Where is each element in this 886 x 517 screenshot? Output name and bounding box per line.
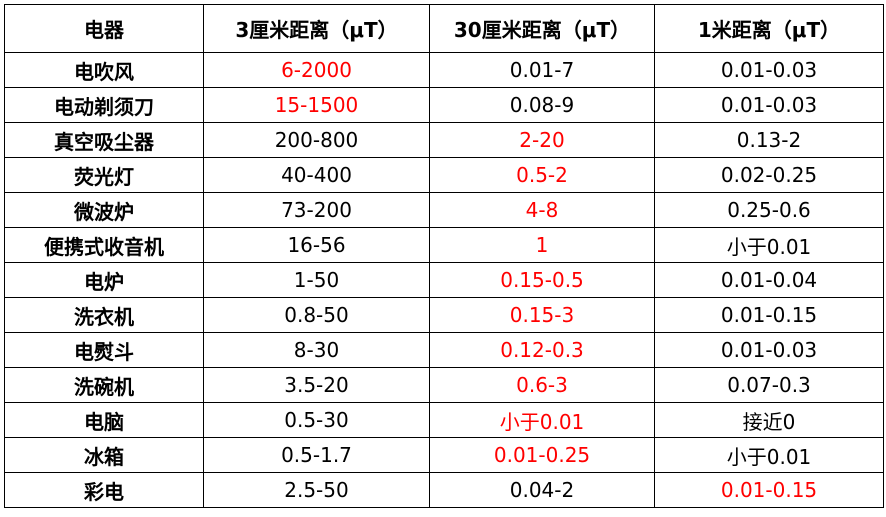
value-30cm-cell: 0.01-7 — [429, 52, 655, 88]
value-3cm-cell: 0.5-1.7 — [203, 437, 430, 473]
value-30cm-cell: 0.12-0.3 — [429, 332, 655, 368]
value-3cm-cell: 6-2000 — [203, 52, 430, 88]
value-1m-cell: 0.01-0.15 — [654, 297, 884, 333]
value-1m-cell: 接近0 — [654, 402, 884, 438]
appliance-name-cell: 电脑 — [4, 402, 204, 438]
table-row: 电吹风 6-2000 0.01-7 0.01-0.03 — [4, 52, 884, 88]
value-30cm-cell: 0.01-0.25 — [429, 437, 655, 473]
appliance-name-cell: 电熨斗 — [4, 332, 204, 368]
value-30cm-cell: 0.08-9 — [429, 87, 655, 123]
table-row: 洗衣机 0.8-50 0.15-3 0.01-0.15 — [4, 297, 884, 333]
appliance-name-cell: 电动剃须刀 — [4, 87, 204, 123]
value-30cm-cell: 0.6-3 — [429, 367, 655, 403]
value-1m-cell: 0.01-0.03 — [654, 87, 884, 123]
appliance-name-cell: 洗衣机 — [4, 297, 204, 333]
value-3cm-cell: 16-56 — [203, 227, 430, 263]
value-30cm-cell: 1 — [429, 227, 655, 263]
header-appliance: 电器 — [4, 4, 204, 53]
value-3cm-cell: 0.8-50 — [203, 297, 430, 333]
value-3cm-cell: 40-400 — [203, 157, 430, 193]
value-30cm-cell: 0.04-2 — [429, 472, 655, 508]
table-header-row: 电器 3厘米距离（μT） 30厘米距离（μT） 1米距离（μT） — [4, 4, 884, 53]
value-30cm-cell: 0.15-3 — [429, 297, 655, 333]
appliance-name-cell: 荧光灯 — [4, 157, 204, 193]
value-30cm-cell: 2-20 — [429, 122, 655, 158]
value-30cm-cell: 小于0.01 — [429, 402, 655, 438]
value-3cm-cell: 8-30 — [203, 332, 430, 368]
table-row: 冰箱 0.5-1.7 0.01-0.25 小于0.01 — [4, 437, 884, 473]
table-row: 电炉 1-50 0.15-0.5 0.01-0.04 — [4, 262, 884, 298]
table-row: 真空吸尘器 200-800 2-20 0.13-2 — [4, 122, 884, 158]
table-row: 彩电 2.5-50 0.04-2 0.01-0.15 — [4, 472, 884, 508]
appliance-name-cell: 电炉 — [4, 262, 204, 298]
header-30cm: 30厘米距离（μT） — [429, 4, 655, 53]
value-3cm-cell: 3.5-20 — [203, 367, 430, 403]
table-row: 微波炉 73-200 4-8 0.25-0.6 — [4, 192, 884, 228]
value-1m-cell: 0.01-0.03 — [654, 332, 884, 368]
emf-data-table: 电器 3厘米距离（μT） 30厘米距离（μT） 1米距离（μT） 电吹风 6-20… — [4, 4, 884, 508]
table-row: 荧光灯 40-400 0.5-2 0.02-0.25 — [4, 157, 884, 193]
table-body: 电吹风 6-2000 0.01-7 0.01-0.03 电动剃须刀 15-1500 0.08… — [4, 52, 884, 508]
value-3cm-cell: 200-800 — [203, 122, 430, 158]
value-1m-cell: 0.01-0.04 — [654, 262, 884, 298]
appliance-name-cell: 冰箱 — [4, 437, 204, 473]
value-30cm-cell: 0.15-0.5 — [429, 262, 655, 298]
value-1m-cell: 0.25-0.6 — [654, 192, 884, 228]
value-3cm-cell: 73-200 — [203, 192, 430, 228]
appliance-name-cell: 洗碗机 — [4, 367, 204, 403]
value-1m-cell: 0.02-0.25 — [654, 157, 884, 193]
value-1m-cell: 0.13-2 — [654, 122, 884, 158]
table-row: 电动剃须刀 15-1500 0.08-9 0.01-0.03 — [4, 87, 884, 123]
header-1m: 1米距离（μT） — [654, 4, 884, 53]
value-1m-cell: 0.01-0.15 — [654, 472, 884, 508]
appliance-name-cell: 电吹风 — [4, 52, 204, 88]
value-3cm-cell: 1-50 — [203, 262, 430, 298]
table-row: 洗碗机 3.5-20 0.6-3 0.07-0.3 — [4, 367, 884, 403]
value-1m-cell: 0.01-0.03 — [654, 52, 884, 88]
table-row: 电脑 0.5-30 小于0.01 接近0 — [4, 402, 884, 438]
header-3cm: 3厘米距离（μT） — [203, 4, 430, 53]
appliance-name-cell: 微波炉 — [4, 192, 204, 228]
appliance-name-cell: 彩电 — [4, 472, 204, 508]
appliance-name-cell: 真空吸尘器 — [4, 122, 204, 158]
value-1m-cell: 小于0.01 — [654, 437, 884, 473]
value-3cm-cell: 2.5-50 — [203, 472, 430, 508]
value-3cm-cell: 15-1500 — [203, 87, 430, 123]
table-row: 便携式收音机 16-56 1 小于0.01 — [4, 227, 884, 263]
value-30cm-cell: 0.5-2 — [429, 157, 655, 193]
value-30cm-cell: 4-8 — [429, 192, 655, 228]
appliance-name-cell: 便携式收音机 — [4, 227, 204, 263]
table-row: 电熨斗 8-30 0.12-0.3 0.01-0.03 — [4, 332, 884, 368]
value-1m-cell: 0.07-0.3 — [654, 367, 884, 403]
value-3cm-cell: 0.5-30 — [203, 402, 430, 438]
value-1m-cell: 小于0.01 — [654, 227, 884, 263]
